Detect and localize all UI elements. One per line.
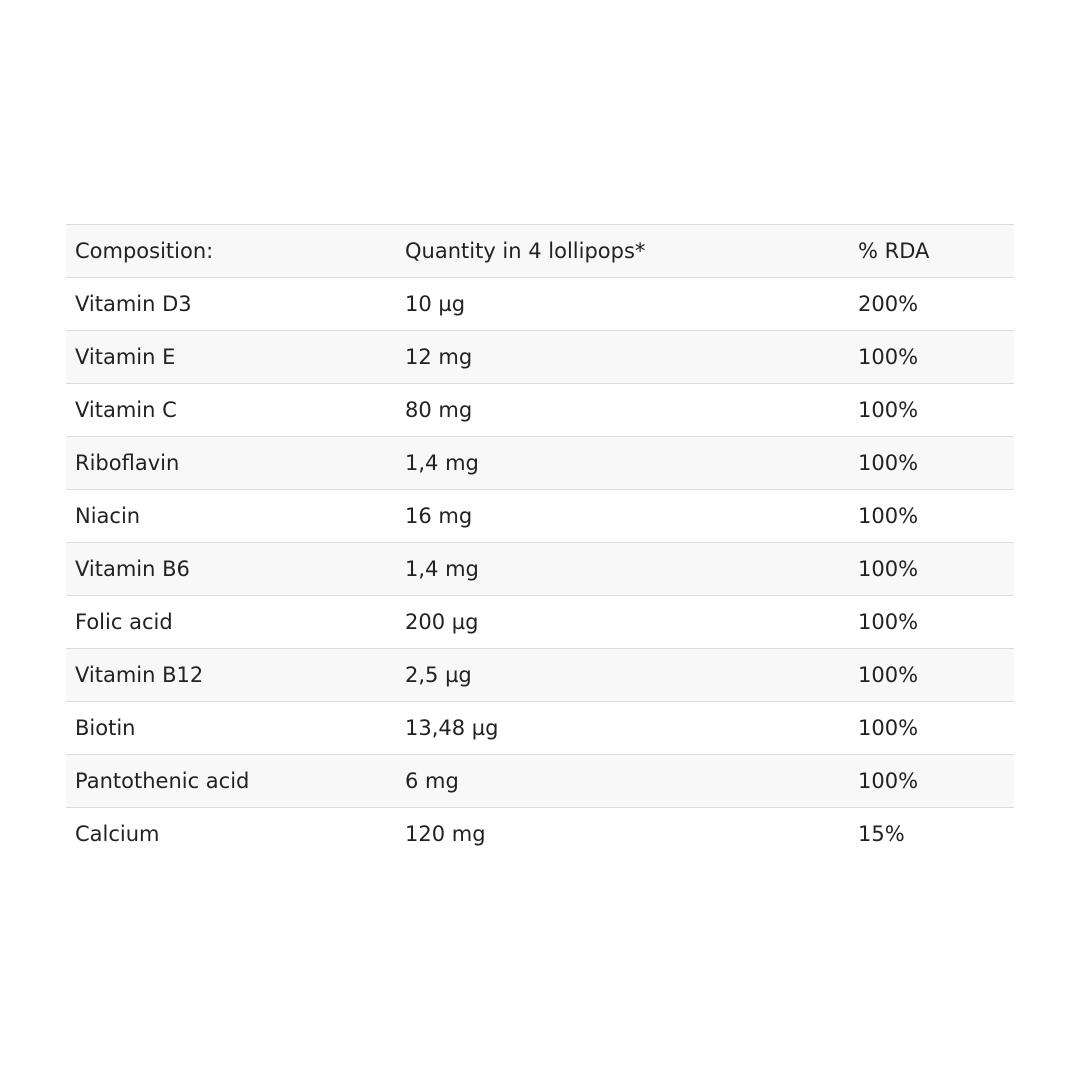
quantity-cell: 13,48 µg [396, 701, 849, 755]
composition-table: Composition: Quantity in 4 lollipops*% RD… [66, 224, 1014, 861]
quantity-cell: 120 mg [396, 807, 849, 861]
composition-cell: Vitamin B12 [66, 648, 396, 702]
table-row: Vitamin B6 1,4 mg 100% [66, 542, 1014, 596]
rda-cell: 100% [849, 330, 1014, 384]
table-row: Vitamin D3 10 µg 200% [66, 277, 1014, 331]
quantity-cell: 2,5 µg [396, 648, 849, 702]
composition-cell: Calcium [66, 807, 396, 861]
table-row: Vitamin B12 2,5 µg 100% [66, 648, 1014, 702]
composition-cell: Vitamin D3 [66, 277, 396, 331]
rda-cell: 100% [849, 542, 1014, 596]
table-row: Riboflavin 1,4 mg 100% [66, 436, 1014, 490]
rda-cell: 100% [849, 489, 1014, 543]
header-row: Composition: Quantity in 4 lollipops*% RD… [66, 224, 1014, 278]
table-row: Vitamin E 12 mg 100% [66, 330, 1014, 384]
quantity-cell: 200 µg [396, 595, 849, 649]
table-row: Niacin 16 mg 100% [66, 489, 1014, 543]
composition-cell: Vitamin C [66, 383, 396, 437]
table-row: Pantothenic acid 6 mg 100% [66, 754, 1014, 808]
table-row: Folic acid 200 µg 100% [66, 595, 1014, 649]
table-row: Biotin 13,48 µg 100% [66, 701, 1014, 755]
table-row: Vitamin C 80 mg 100% [66, 383, 1014, 437]
quantity-cell: 1,4 mg [396, 436, 849, 490]
rda-cell: % RDA [849, 224, 1014, 278]
quantity-cell: 1,4 mg [396, 542, 849, 596]
rda-cell: 100% [849, 754, 1014, 808]
rda-cell: 200% [849, 277, 1014, 331]
composition-cell: Vitamin E [66, 330, 396, 384]
quantity-cell: Quantity in 4 lollipops* [396, 224, 849, 278]
composition-cell: Folic acid [66, 595, 396, 649]
quantity-cell: 80 mg [396, 383, 849, 437]
composition-cell: Vitamin B6 [66, 542, 396, 596]
composition-cell: Composition: [66, 224, 396, 278]
rda-cell: 100% [849, 436, 1014, 490]
quantity-cell: 12 mg [396, 330, 849, 384]
rda-cell: 100% [849, 648, 1014, 702]
composition-cell: Riboflavin [66, 436, 396, 490]
composition-cell: Biotin [66, 701, 396, 755]
rda-cell: 100% [849, 701, 1014, 755]
rda-cell: 15% [849, 807, 1014, 861]
quantity-cell: 16 mg [396, 489, 849, 543]
rda-cell: 100% [849, 383, 1014, 437]
composition-cell: Pantothenic acid [66, 754, 396, 808]
composition-cell: Niacin [66, 489, 396, 543]
quantity-cell: 6 mg [396, 754, 849, 808]
quantity-cell: 10 µg [396, 277, 849, 331]
rda-cell: 100% [849, 595, 1014, 649]
table-row: Calcium 120 mg 15% [66, 807, 1014, 861]
